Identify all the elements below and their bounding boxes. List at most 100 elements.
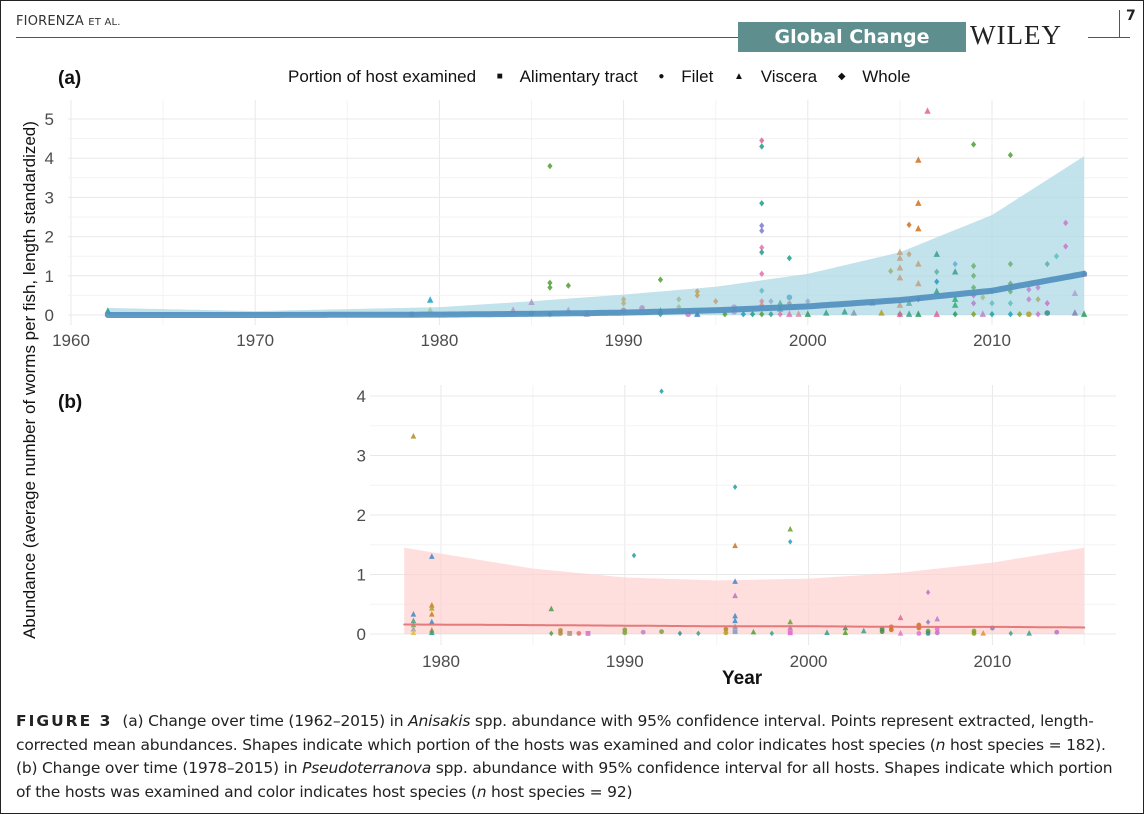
data-point-triangle [1080,310,1088,317]
data-point-diamond [970,272,977,279]
data-point-diamond [759,244,765,251]
data-point-triangle [841,308,848,315]
data-point-diamond [1035,296,1041,303]
data-point-diamond [906,251,912,258]
x-tick-label: 1980 [420,331,458,350]
data-point-triangle [795,310,802,317]
data-point-triangle [897,630,904,636]
caption-part: (a) Change over time (1962–2015) in [122,712,409,730]
data-point-triangle [426,296,434,303]
caption-part: n [935,735,946,754]
data-point-diamond [621,296,627,303]
data-point-triangle [732,617,738,624]
data-point-diamond [934,268,940,276]
legend-label-filet: Filet [681,66,714,86]
data-point-diamond [1044,300,1050,307]
data-point-diamond [1007,300,1014,307]
data-point-diamond [1053,253,1060,260]
y-tick-label: 0 [45,306,54,325]
data-point-circle [879,629,885,635]
data-point-diamond [805,298,811,305]
data-point-diamond [547,284,553,291]
data-point-diamond [759,227,765,234]
data-point-triangle [850,309,858,316]
chart-legend: Portion of host examined ■ Alimentary tr… [288,66,910,87]
x-axis-label: Year [722,668,763,689]
data-point-triangle [905,299,913,306]
data-point-diamond [676,296,682,303]
data-point-triangle [1026,630,1032,636]
x-tick-label: 2000 [790,652,828,671]
data-point-circle [786,294,793,301]
data-point-diamond [759,249,765,256]
y-tick-label: 2 [45,228,54,247]
data-point-diamond [759,143,765,150]
caption-part: Anisakis [408,712,471,730]
running-head-suffix: ET AL. [88,17,121,28]
fit-line [104,270,1088,318]
data-point-circle [723,630,729,636]
data-point-triangle [905,310,913,317]
caption-part: host species = 182). (b) Change over tim… [16,735,1106,778]
legend-square-icon: ■ [496,71,503,83]
data-point-diamond [759,298,765,305]
data-point-diamond [925,589,931,596]
page-number-rule [1119,10,1120,38]
data-point-diamond [952,311,958,318]
data-point-diamond [1007,260,1014,268]
panel-a-label: (a) [58,68,82,89]
data-point-diamond [565,282,571,289]
data-point-diamond [759,137,765,144]
data-point-triangle [896,254,904,261]
caption-part: n [476,782,487,801]
data-point-triangle [410,625,417,632]
journal-badge: Global Change Biology [738,22,966,78]
data-point-diamond [888,267,894,275]
data-point-circle [1054,629,1060,635]
data-point-diamond [740,311,746,318]
data-point-triangle [896,310,904,317]
data-point-square [585,631,591,636]
y-tick-label: 1 [45,267,54,286]
data-point-triangle [410,617,417,624]
legend-label-whole: Whole [862,66,911,86]
data-point-circle [576,631,582,636]
data-point-triangle [776,299,784,306]
data-point-diamond [1026,286,1032,293]
data-point-diamond [696,630,701,637]
x-tick-label: 1970 [236,331,274,350]
data-point-diamond [677,630,683,637]
data-point-triangle [1071,289,1079,297]
legend-label-viscera: Viscera [760,66,818,86]
x-tick-label: 1960 [52,331,90,350]
legend-diamond-icon: ◆ [837,71,846,83]
data-point-triangle [732,612,738,619]
data-point-diamond [659,388,664,395]
caption-part: spp. abundance with 95% confidence inter… [16,712,1094,754]
data-point-diamond [549,630,554,637]
data-point-diamond [1063,219,1069,227]
data-point-diamond [713,298,719,305]
data-point-triangle [410,629,417,636]
data-point-triangle [787,525,794,532]
data-point-triangle [528,298,535,306]
data-point-diamond [906,221,912,229]
data-point-triangle [787,624,794,631]
figure-caption: FIGURE 3 (a) Change over time (1962–2015)… [16,710,1126,804]
data-point-triangle [951,295,959,302]
data-point-triangle [933,310,940,317]
data-point-triangle [410,610,417,617]
data-point-diamond [1017,311,1023,318]
x-tick-label: 2000 [789,331,827,350]
data-point-triangle [896,301,904,308]
data-point-circle [934,630,940,636]
data-point-diamond [694,288,700,295]
data-point-diamond [1007,151,1014,159]
data-point-diamond [1026,296,1032,303]
data-point-triangle [732,542,738,549]
data-point-circle [622,630,628,636]
y-tick-label: 4 [357,387,366,406]
data-point-triangle [951,268,959,275]
y-tick-label: 3 [357,447,366,466]
